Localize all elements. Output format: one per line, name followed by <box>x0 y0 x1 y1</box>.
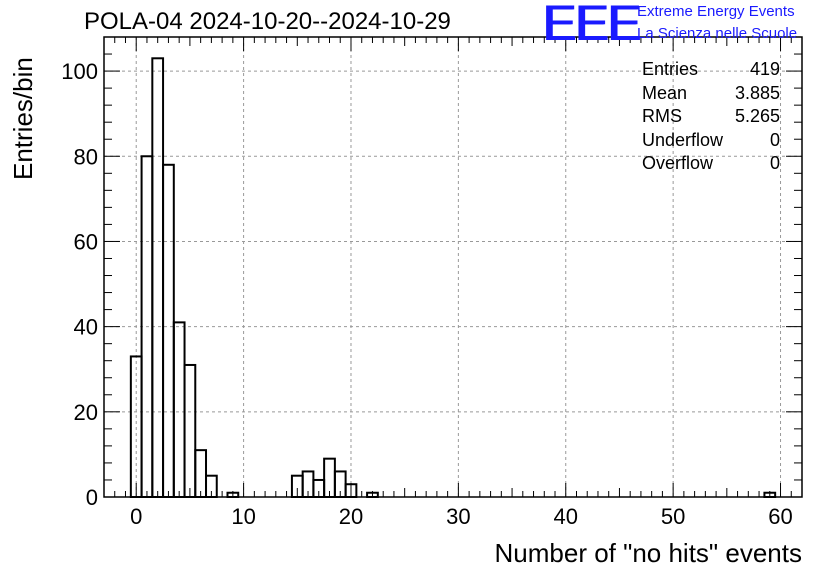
stat-row-rms: RMS 5.265 <box>642 105 780 129</box>
x-tick-label: 10 <box>231 504 255 529</box>
x-tick-label: 60 <box>768 504 792 529</box>
x-tick-label: 40 <box>554 504 578 529</box>
stat-value: 5.265 <box>734 106 780 126</box>
x-axis-label: Number of "no hits" events <box>494 538 803 568</box>
histogram-bar <box>194 449 208 499</box>
stat-value: 3.885 <box>734 82 780 103</box>
y-tick-label: 40 <box>74 315 98 340</box>
stat-row-mean: Mean 3.885 <box>642 82 780 106</box>
histogram-bar <box>151 57 165 498</box>
stat-label: RMS <box>642 106 682 126</box>
logo-line-2: La Scienza nelle Scuole <box>637 25 798 42</box>
x-tick-label: 50 <box>661 504 685 529</box>
y-axis-label: Entries/bin <box>8 57 38 180</box>
y-tick-label: 100 <box>61 59 98 84</box>
stat-label: Overflow <box>642 153 714 173</box>
y-tick-label: 60 <box>74 229 98 254</box>
stat-row-overflow: Overflow 0 <box>642 152 780 176</box>
plot-frame <box>103 36 803 498</box>
stat-value: 0 <box>769 129 780 150</box>
stat-row-underflow: Underflow 0 <box>642 129 780 153</box>
histogram-bar <box>162 163 175 498</box>
histogram-bar <box>172 321 186 498</box>
x-tick-label: 30 <box>446 504 470 529</box>
y-tick-label: 0 <box>86 485 98 510</box>
x-tick-label: 0 <box>130 504 142 529</box>
stat-row-entries: Entries 419 <box>642 58 780 82</box>
eee-logo: EEE <box>543 0 641 51</box>
stat-label: Mean <box>642 82 688 103</box>
stat-value: 419 <box>749 59 780 79</box>
stat-label: Entries <box>642 59 699 79</box>
y-tick-label: 20 <box>74 400 98 425</box>
chart-title: POLA-04 2024-10-20--2024-10-29 <box>84 8 451 35</box>
y-tick-label: 80 <box>74 144 98 169</box>
stats-box: Entries 419 Mean 3.885 RMS 5.265 Underfl… <box>642 58 780 176</box>
logo-line-1: Extreme Energy Events <box>637 3 795 20</box>
stat-value: 0 <box>769 153 780 173</box>
stat-label: Underflow <box>642 129 724 150</box>
histogram-bar <box>183 363 197 498</box>
x-tick-label: 20 <box>339 504 363 529</box>
